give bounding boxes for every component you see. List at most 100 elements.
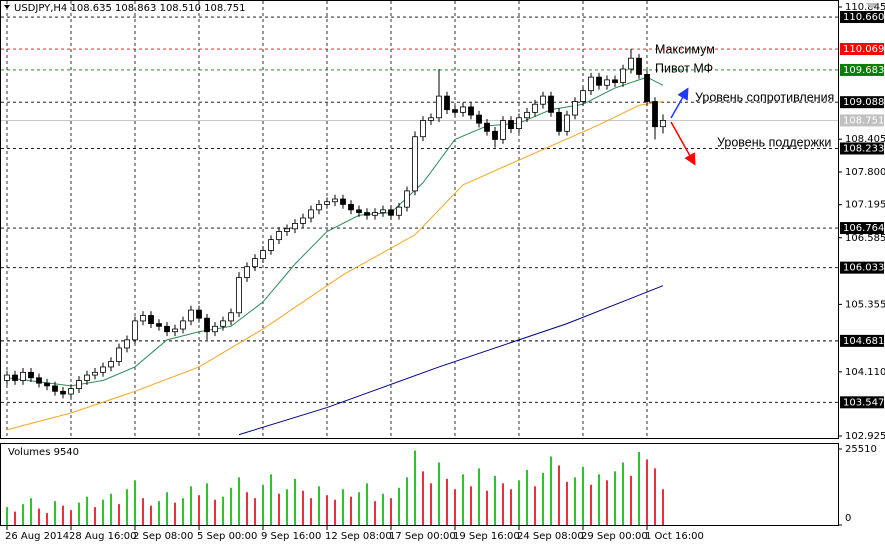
x-tick-label: 9 Sep 16:00 — [261, 531, 321, 542]
candle-body — [588, 76, 594, 92]
arrow-up — [670, 87, 689, 119]
candle-body — [28, 371, 34, 379]
candle-body — [180, 320, 186, 330]
y-tick-label: 110.845 — [845, 2, 885, 13]
scroll-icon[interactable] — [866, 3, 878, 9]
candle-body — [628, 57, 634, 70]
level-label: 108.233 — [843, 143, 884, 154]
candle-body — [44, 382, 50, 387]
candle-body — [468, 106, 474, 116]
candle-body — [404, 190, 410, 208]
candle-body — [4, 374, 10, 381]
symbol: USDJPY,H4 — [14, 3, 67, 14]
candle-body — [116, 347, 122, 362]
candle-body — [156, 323, 162, 327]
level-label: 106.033 — [843, 263, 884, 274]
candle-body — [652, 101, 658, 128]
y-tick-label: 108.405 — [845, 134, 885, 145]
candle-body — [516, 117, 522, 130]
quote-high: 108.863 — [115, 3, 156, 14]
candle-body — [108, 361, 114, 368]
annotation: Уровень сопротивления — [695, 90, 834, 104]
candle-body — [268, 239, 274, 251]
candle-body — [484, 122, 490, 132]
x-tick-label: 12 Sep 08:00 — [325, 531, 392, 542]
level-label: 110.660 — [843, 12, 884, 23]
candle-body — [364, 212, 370, 216]
candle-body — [388, 209, 394, 216]
quote-open: 108.635 — [70, 3, 111, 14]
candle-body — [52, 385, 58, 392]
candle-body — [580, 90, 586, 102]
candle-body — [380, 209, 386, 213]
y-tick-label: 0 — [845, 513, 851, 524]
level-box — [840, 142, 884, 155]
volume-title: Volumes 9540 — [8, 447, 79, 458]
candle-body — [492, 130, 498, 140]
chart-header: USDJPY,H4 108.635 108.863 108.510 108.75… — [14, 3, 245, 14]
candle-body — [36, 377, 42, 384]
candle-body — [68, 388, 74, 395]
candle-body — [564, 114, 570, 132]
level-label: 110.069 — [843, 44, 884, 55]
candle-body — [332, 198, 338, 203]
candle-body — [452, 109, 458, 113]
candle-body — [356, 209, 362, 213]
level-label: 108.751 — [843, 115, 884, 126]
level-box — [840, 396, 884, 409]
candle-body — [620, 68, 626, 83]
candle-body — [252, 258, 258, 268]
candle-body — [548, 95, 554, 113]
candle-body — [444, 95, 450, 111]
candle-body — [532, 103, 538, 113]
candle-body — [372, 212, 378, 216]
candle-body — [244, 266, 250, 278]
level-label: 109.088 — [843, 97, 884, 108]
candle-body — [596, 76, 602, 86]
candle-body — [140, 315, 146, 322]
y-tick-label: 107.800 — [845, 167, 885, 178]
candle-body — [84, 374, 90, 381]
candle-body — [428, 117, 434, 121]
candle-body — [508, 120, 514, 130]
level-label: 103.547 — [843, 397, 884, 408]
price-panel — [0, 0, 839, 439]
candle-body — [636, 57, 642, 75]
candle-body — [348, 204, 354, 211]
level-box — [840, 114, 884, 127]
candle-body — [524, 111, 530, 119]
y-tick-label: 106.585 — [845, 233, 885, 244]
candle-body — [100, 366, 106, 373]
x-tick-label: 17 Sep 00:00 — [389, 531, 456, 542]
candle-body — [412, 136, 418, 192]
y-tick-label: 25510 — [845, 444, 877, 455]
candle-body — [148, 315, 154, 325]
y-tick-label: 107.195 — [845, 200, 885, 211]
quote-close: 108.751 — [204, 3, 245, 14]
candle-body — [308, 209, 314, 219]
candle-body — [204, 317, 210, 333]
candle-body — [396, 206, 402, 216]
candle-body — [76, 380, 82, 390]
candle-body — [460, 106, 466, 113]
x-tick-label: 29 Sep 00:00 — [581, 531, 648, 542]
candle-body — [660, 120, 666, 128]
candle-body — [20, 371, 26, 381]
candle-body — [188, 309, 194, 322]
candle-body — [228, 312, 234, 322]
candle-body — [644, 74, 650, 102]
menu-arrow[interactable] — [4, 5, 10, 9]
level-label: 109.683 — [843, 65, 884, 76]
arrow-down — [670, 121, 696, 166]
candle-body — [236, 277, 242, 314]
candle-body — [540, 95, 546, 105]
candle-body — [612, 79, 618, 83]
candle-body — [340, 198, 346, 205]
candle-body — [12, 374, 18, 381]
candle-body — [124, 339, 130, 349]
level-label: 106.764 — [843, 223, 884, 234]
candle-body — [60, 390, 66, 395]
level-box — [840, 43, 884, 56]
quote-low: 108.510 — [160, 3, 201, 14]
